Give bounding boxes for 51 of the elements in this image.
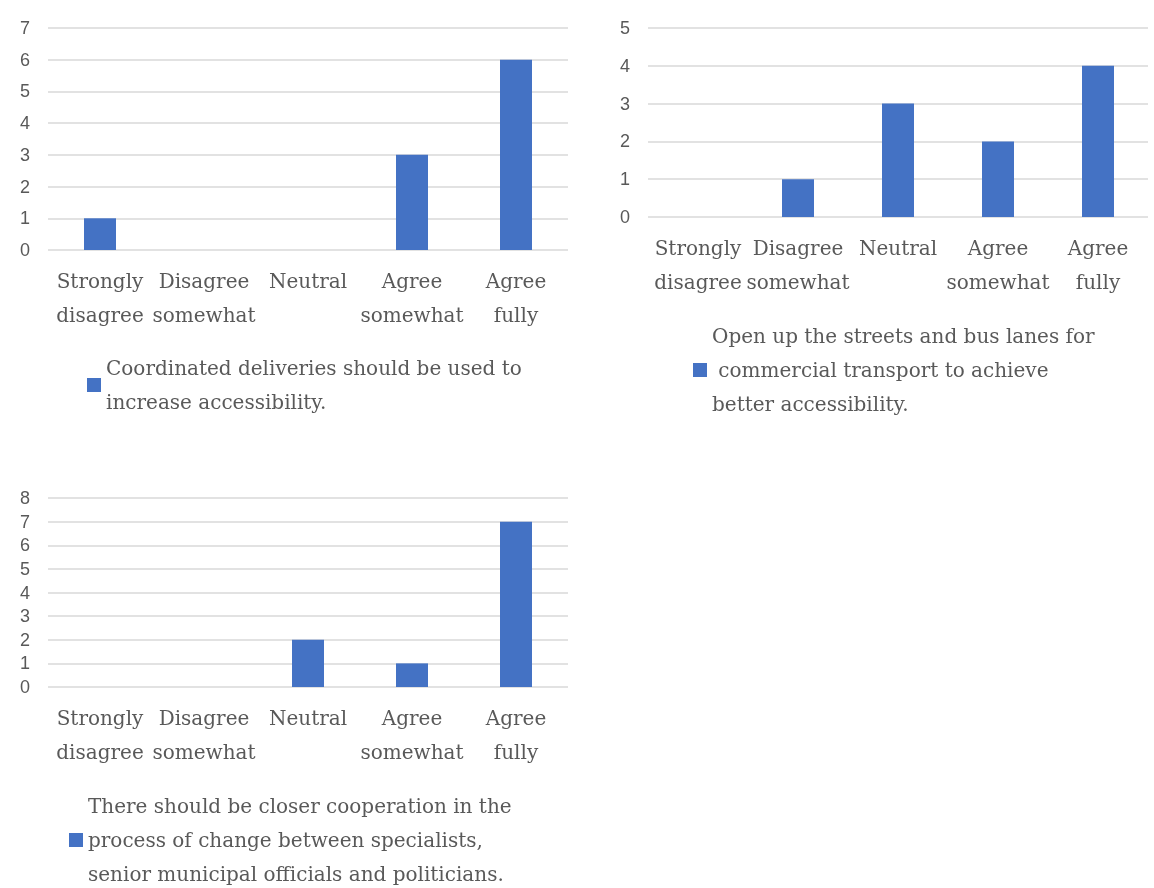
legend-label: Open up the streets and bus lanes for commercial transport to achieve better accessibility.: [712, 324, 1095, 416]
x-tick-label: Agree fully: [484, 706, 547, 764]
y-tick-label: 7: [20, 18, 31, 38]
x-tick-label: Disagree somewhat: [746, 236, 850, 294]
bar: [500, 521, 532, 687]
y-tick-label: 2: [620, 131, 631, 152]
y-tick-label: 0: [620, 207, 631, 227]
y-tick-label: 5: [20, 558, 31, 579]
bar: [882, 103, 914, 217]
bar: [1082, 65, 1114, 217]
y-tick-label: 6: [20, 535, 31, 556]
legend-label: There should be closer cooperation in the process of change between specialists, senior municipal officials and politicians.: [88, 794, 518, 886]
y-tick-label: 5: [620, 18, 631, 38]
x-tick-label: Strongly disagree: [56, 706, 145, 764]
bar: [292, 639, 324, 687]
legend-label: Coordinated deliveries should be used to increase accessibility.: [106, 356, 529, 414]
y-tick-label: 3: [620, 93, 631, 114]
y-tick-label: 3: [20, 606, 31, 627]
y-tick-label: 0: [20, 240, 31, 260]
x-tick-label: Neutral: [268, 269, 348, 293]
y-tick-label: 8: [20, 488, 31, 508]
bar: [782, 179, 814, 217]
x-tick-label: Disagree somewhat: [152, 269, 256, 327]
x-tick-label: Agree somewhat: [360, 706, 464, 764]
y-tick-label: 1: [20, 208, 31, 229]
y-tick-label: 7: [20, 511, 31, 532]
x-tick-label: Agree fully: [484, 269, 547, 327]
x-tick-label: Agree somewhat: [360, 269, 464, 327]
bar: [396, 663, 428, 687]
x-tick-label: Agree fully: [1066, 236, 1129, 294]
y-tick-label: 4: [20, 582, 31, 603]
bar: [84, 218, 116, 250]
x-tick-label: Disagree somewhat: [152, 706, 256, 764]
y-tick-label: 5: [20, 81, 31, 102]
x-tick-label: Strongly disagree: [56, 269, 145, 327]
y-tick-label: 1: [20, 653, 31, 674]
x-tick-label: Neutral: [858, 236, 938, 260]
x-tick-label: Neutral: [268, 706, 348, 730]
y-tick-label: 0: [20, 677, 31, 697]
y-tick-label: 1: [620, 169, 631, 190]
y-tick-label: 6: [20, 49, 31, 70]
x-tick-label: Agree somewhat: [946, 236, 1050, 294]
y-tick-label: 3: [20, 144, 31, 165]
bar: [982, 141, 1014, 217]
y-tick-label: 4: [20, 113, 31, 134]
y-tick-label: 4: [620, 55, 631, 76]
bar: [500, 59, 532, 250]
y-tick-label: 2: [20, 629, 31, 650]
y-tick-label: 2: [20, 176, 31, 197]
bar: [396, 154, 428, 250]
x-tick-label: Strongly disagree: [654, 236, 743, 294]
